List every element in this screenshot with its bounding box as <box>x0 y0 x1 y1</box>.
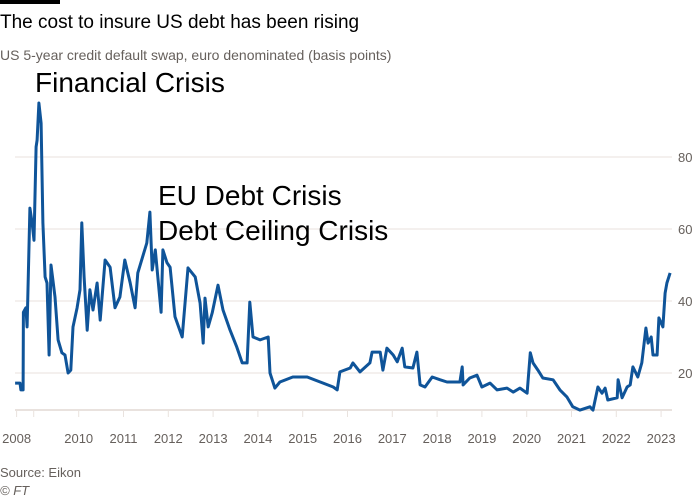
x-tick-label: 2011 <box>110 431 138 446</box>
brand-bar <box>0 0 60 4</box>
source-note: Source: Eikon <box>0 465 81 480</box>
y-axis: 20 40 60 80 <box>678 150 692 381</box>
annotations: Financial Crisis EU Debt Crisis Debt Ceili… <box>35 67 388 246</box>
x-tick-label: 2019 <box>467 431 496 446</box>
x-tick-label: 2016 <box>333 431 362 446</box>
x-tick-label: 2014 <box>243 431 272 446</box>
x-tick-label: 2022 <box>602 431 631 446</box>
annotation-label: Debt Ceiling Crisis <box>158 215 388 246</box>
y-tick-label: 40 <box>678 294 692 309</box>
y-tick-label: 20 <box>678 366 692 381</box>
annotation-label: EU Debt Crisis <box>158 180 342 211</box>
x-axis: 2008 2010 2011 2012 2013 2014 2015 2016 2017 2018… <box>2 409 676 446</box>
x-tick-label: 2008 <box>2 431 31 446</box>
series-line-us-cds <box>15 101 672 412</box>
x-tick-label: 2017 <box>378 431 407 446</box>
x-tick-label: 2023 <box>647 431 676 446</box>
y-tick-label: 60 <box>678 222 692 237</box>
x-tick-label: 2012 <box>154 431 183 446</box>
x-tick-label: 2015 <box>288 431 317 446</box>
x-tick-label: 2010 <box>64 431 93 446</box>
y-tick-label: 80 <box>678 150 692 165</box>
x-tick-label: 2013 <box>199 431 228 446</box>
chart-title: The cost to insure US debt has been risi… <box>0 12 360 33</box>
x-tick-label: 2021 <box>557 431 586 446</box>
annotation-label: Financial Crisis <box>35 67 225 98</box>
x-tick-label: 2018 <box>423 431 452 446</box>
chart-subtitle: US 5-year credit default swap, euro deno… <box>0 47 392 63</box>
copyright: © FT <box>0 483 30 498</box>
gridlines <box>15 156 672 374</box>
x-tick-label: 2020 <box>512 431 541 446</box>
